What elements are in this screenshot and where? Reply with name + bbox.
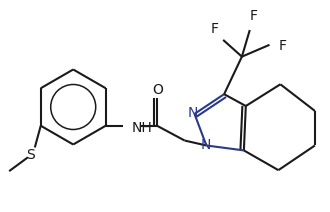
Text: F: F xyxy=(278,39,286,53)
Text: F: F xyxy=(250,9,258,23)
Text: O: O xyxy=(152,83,163,97)
Text: F: F xyxy=(210,22,218,36)
Text: S: S xyxy=(26,148,35,162)
Text: N: N xyxy=(187,106,198,120)
Text: NH: NH xyxy=(131,121,152,135)
Text: N: N xyxy=(200,138,211,152)
